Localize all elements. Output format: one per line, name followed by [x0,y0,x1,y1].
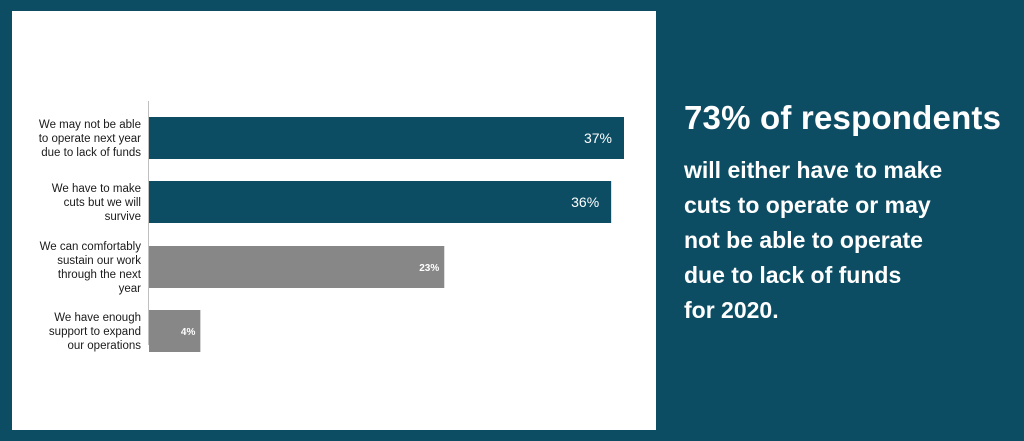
category-label-line: year [119,283,142,295]
category-label: We can comfortably sustain our work throug… [40,241,142,295]
bar [149,246,445,288]
bar-value-label: 23% [419,263,439,274]
bar-chart: 37% We may not be able to operate next yea… [39,101,624,352]
category-label-line: support to expand [49,326,141,338]
category-label-line: cuts but we will [64,197,141,209]
chart-panel: 37% We may not be able to operate next yea… [12,11,656,430]
category-label: We may not be able to operate next year du… [39,119,142,159]
category-label-line: We have to make [52,183,141,195]
category-label-line: We may not be able [39,119,141,131]
category-label-line: We have enough [54,312,141,324]
category-label-line: our operations [67,340,141,352]
callout-line: cuts to operate or may [684,192,931,218]
category-label: We have enough support to expand our opera… [49,312,141,352]
category-label-line: We can comfortably [40,241,142,253]
category-label-line: through the next [58,269,142,281]
category-label-line: due to lack of funds [41,147,141,159]
callout-line: not be able to operate [684,227,923,253]
callout-line: for 2020. [684,297,779,323]
callout-text: will either have to make cuts to operate… [684,153,1004,328]
callout-line: will either have to make [684,157,943,183]
category-label: We have to make cuts but we will survive [52,183,141,223]
bar [149,117,624,159]
category-label-line: survive [105,211,141,223]
bar-value-label: 37% [584,130,612,146]
bar [149,310,201,352]
callout-headline: 73% of respondents [684,99,1002,136]
bar-value-label: 4% [181,327,196,338]
callout-line: due to lack of funds [684,262,902,288]
category-label-line: sustain our work [57,255,141,267]
category-label-line: to operate next year [39,133,141,145]
bar-value-label: 36% [571,194,599,210]
bar [149,181,612,223]
